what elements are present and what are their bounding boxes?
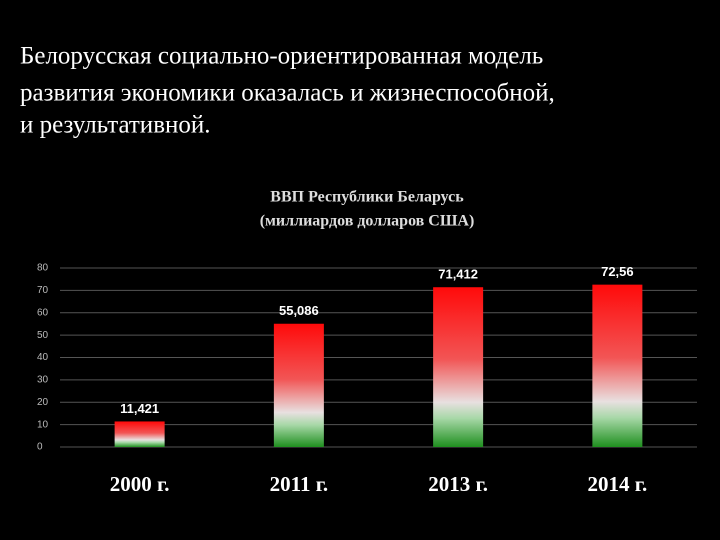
y-tick-label: 80 — [37, 263, 49, 274]
bar — [592, 284, 643, 447]
x-tick-label: 2013 г. — [428, 472, 488, 496]
x-tick-label: 2014 г. — [588, 472, 648, 496]
y-tick-label: 30 — [37, 375, 49, 386]
y-tick-label: 50 — [37, 330, 49, 341]
y-tick-label: 40 — [37, 352, 49, 363]
chart-title: ВВП Республики Беларусь — [270, 189, 464, 206]
value-label: 55,086 — [279, 303, 319, 318]
y-tick-label: 60 — [37, 307, 49, 318]
y-tick-label: 20 — [37, 397, 49, 408]
heading-line: Белорусская социально-ориентированная мо… — [20, 43, 543, 70]
chart-subtitle: (миллиардов долларов США) — [260, 213, 475, 230]
x-tick-label: 2000 г. — [110, 472, 170, 496]
heading-line: и результативной. — [20, 112, 211, 139]
y-tick-label: 70 — [37, 285, 49, 296]
value-label: 11,421 — [120, 401, 159, 416]
y-tick-label: 0 — [37, 442, 43, 453]
bar — [433, 287, 484, 447]
y-tick-label: 10 — [37, 419, 49, 430]
value-label: 71,412 — [438, 267, 478, 282]
x-tick-label: 2011 г. — [270, 472, 329, 496]
value-label: 72,56 — [601, 264, 634, 279]
bar — [273, 323, 324, 447]
bar — [114, 421, 165, 447]
heading-line: развития экономики оказалась и жизнеспос… — [20, 80, 555, 107]
